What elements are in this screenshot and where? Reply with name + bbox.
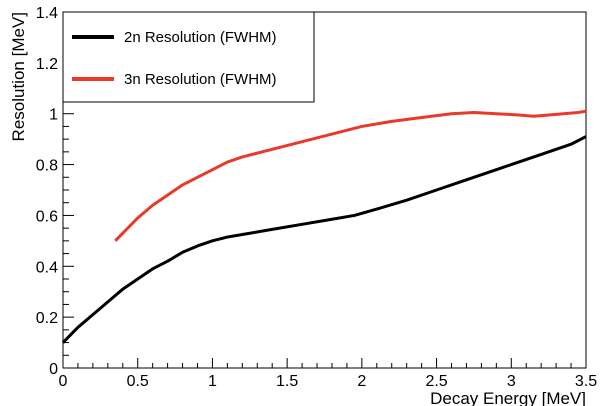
- x-tick-label: 3: [507, 373, 516, 390]
- y-tick-label: 1.2: [36, 56, 58, 73]
- x-tick-label: 1.5: [276, 373, 298, 390]
- x-tick-label: 0.5: [127, 373, 149, 390]
- y-tick-label: 0.4: [36, 259, 58, 276]
- series-line-2n: [61, 135, 587, 344]
- legend-label-3n: 3n Resolution (FWHM): [124, 71, 277, 88]
- y-tick-label: 0: [49, 361, 58, 378]
- x-axis-title: Decay Energy [MeV]: [430, 389, 586, 406]
- y-tick-label: 1: [49, 107, 58, 124]
- x-tick-label: 0: [59, 373, 68, 390]
- legend: 2n Resolution (FWHM) 3n Resolution (FWHM…: [62, 11, 315, 103]
- x-tick-label: 1: [208, 373, 217, 390]
- axis-tick-labels: 0 0.5 1 1.5 2 2.5 3 3.5 0 0.2 0.4 0.6 0.8 1 1.2 1.4: [36, 5, 597, 390]
- y-tick-label: 0.2: [36, 310, 58, 327]
- y-tick-label: 0.8: [36, 158, 58, 175]
- y-tick-label: 1.4: [36, 5, 58, 22]
- y-tick-label: 0.6: [36, 208, 58, 225]
- series-lines: [61, 109, 587, 344]
- legend-label-2n: 2n Resolution (FWHM): [124, 29, 277, 46]
- legend-box: [62, 11, 315, 103]
- y-axis-title: Resolution [MeV]: [9, 12, 28, 141]
- series-line-3n: [114, 109, 587, 242]
- x-tick-label: 2: [357, 373, 366, 390]
- x-tick-label: 3.5: [575, 373, 597, 390]
- x-tick-label: 2.5: [425, 373, 447, 390]
